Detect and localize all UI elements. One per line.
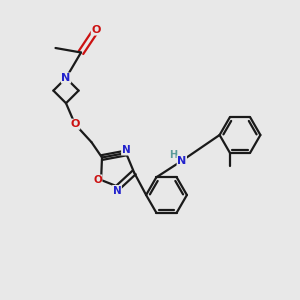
Text: N: N	[177, 156, 186, 166]
Text: O: O	[93, 175, 102, 185]
Text: N: N	[61, 73, 70, 83]
Text: N: N	[112, 185, 122, 196]
Text: N: N	[122, 145, 130, 155]
Text: O: O	[70, 119, 80, 129]
Text: O: O	[91, 25, 101, 35]
Text: H: H	[169, 150, 178, 161]
